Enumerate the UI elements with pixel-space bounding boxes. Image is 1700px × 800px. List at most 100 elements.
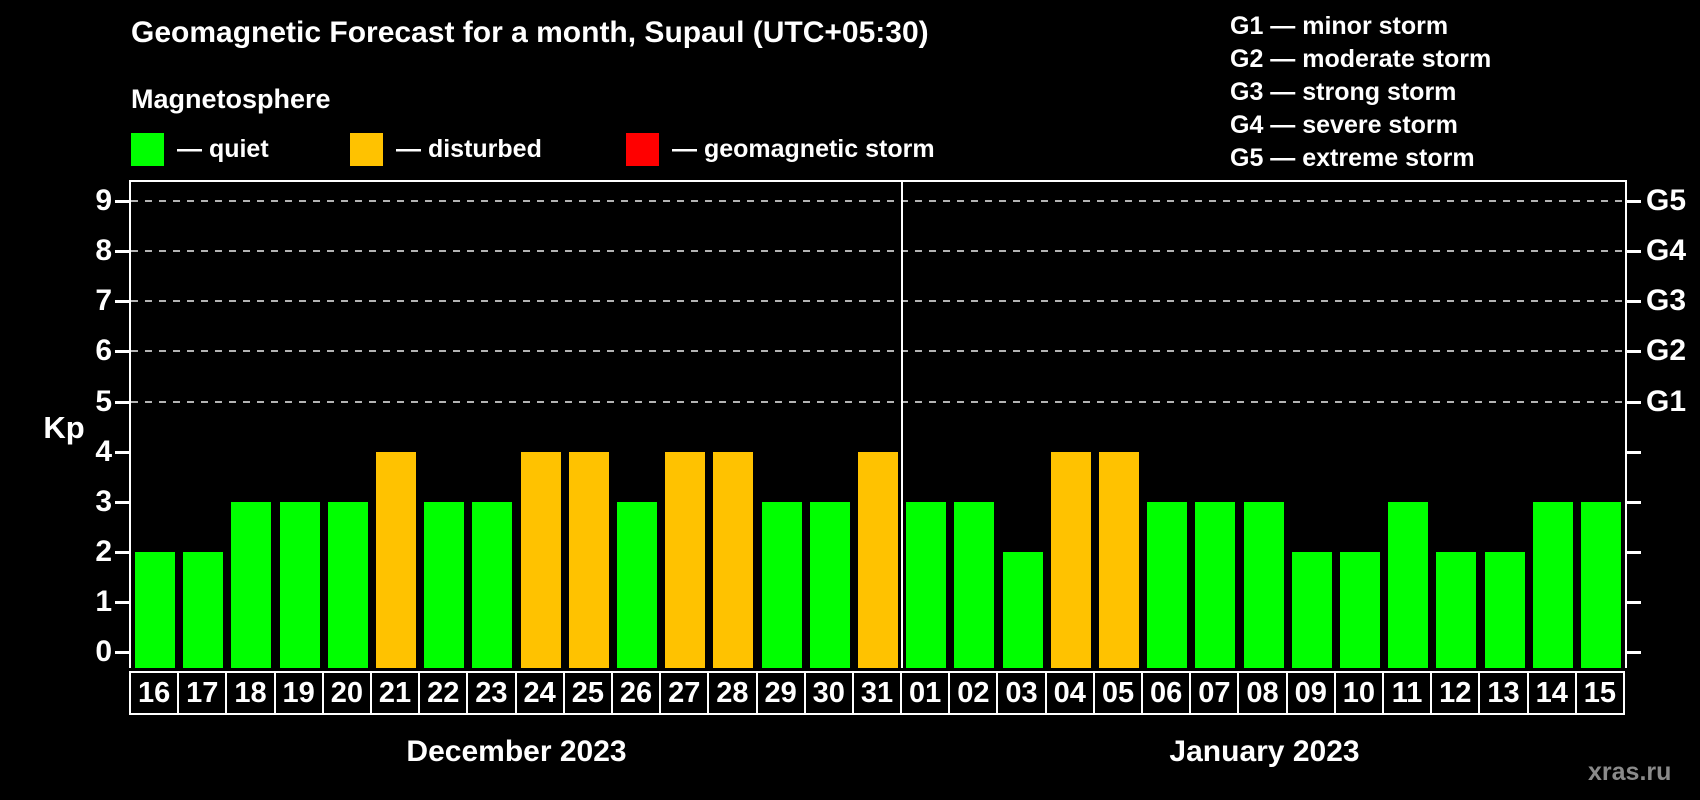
y-tick-label: 9 (95, 184, 112, 218)
left-axis-tick (115, 250, 129, 254)
left-axis-tick (115, 550, 129, 554)
g-level-label-G4: G4 (1646, 234, 1687, 268)
left-axis-tick (115, 400, 129, 404)
day-label-15: 15 (1574, 671, 1625, 715)
day-label-31: 31 (851, 671, 903, 715)
g-level-label-G5: G5 (1646, 184, 1687, 218)
bar-day-18 (231, 501, 272, 668)
g-scale-legend-line: G3 — strong storm (1230, 78, 1457, 106)
g-scale-legend-line: G5 — extreme storm (1230, 144, 1475, 172)
left-axis-tick (115, 300, 129, 304)
day-label-26: 26 (610, 671, 662, 715)
g-scale-legend-line: G4 — severe storm (1230, 111, 1458, 139)
watermark: xras.ru (1588, 758, 1672, 786)
bar-day-23 (472, 501, 513, 668)
day-label-22: 22 (418, 671, 469, 715)
y-tick-label: 0 (95, 635, 112, 668)
y-tick-label: 6 (95, 334, 112, 368)
bar-day-16 (135, 551, 176, 668)
y-tick-label: 8 (95, 234, 112, 268)
day-label-25: 25 (562, 671, 613, 715)
day-label-17: 17 (177, 671, 228, 715)
day-label-12: 12 (1430, 671, 1481, 715)
grid-line-kp8 (131, 250, 1625, 253)
day-label-09: 09 (1285, 671, 1336, 715)
right-axis-tick (1627, 200, 1641, 204)
day-label-02: 02 (948, 671, 999, 715)
right-axis-tick (1627, 600, 1641, 604)
bar-day-21 (376, 451, 417, 668)
day-label-06: 06 (1141, 671, 1192, 715)
g-level-label-G2: G2 (1646, 334, 1687, 368)
quiet-color-swatch (131, 132, 164, 166)
y-tick-label: 4 (95, 434, 112, 468)
day-label-10: 10 (1333, 671, 1385, 715)
bar-day-06 (1147, 501, 1188, 668)
g-level-label-G3: G3 (1646, 284, 1687, 318)
bar-day-08 (1243, 501, 1284, 668)
bar-day-07 (1195, 501, 1236, 668)
day-label-row: 16 17 18 19 20 21 22 23 24 25 26 27 28 29 30 31 01 02 03 04… (129, 671, 1629, 715)
right-axis-tick (1627, 500, 1641, 504)
bar-day-13 (1484, 551, 1525, 668)
bar-day-27 (665, 451, 706, 668)
left-axis-tick (115, 350, 129, 354)
day-label-08: 08 (1237, 671, 1288, 715)
y-tick-label: 5 (95, 384, 112, 418)
bar-day-31 (858, 451, 898, 668)
g-scale-legend-line: G2 — moderate storm (1230, 45, 1492, 73)
grid-line-kp9 (131, 200, 1625, 203)
day-label-05: 05 (1092, 671, 1144, 715)
bar-day-02 (954, 501, 995, 668)
day-label-24: 24 (514, 671, 565, 715)
bar-day-19 (279, 501, 320, 668)
legend-item-disturbed: — disturbed (350, 132, 542, 166)
disturbed-color-swatch (350, 132, 383, 166)
day-label-07: 07 (1189, 671, 1240, 715)
right-axis-tick (1627, 450, 1641, 454)
month-divider-line (901, 182, 904, 668)
day-label-01: 01 (900, 671, 951, 715)
bar-day-14 (1532, 501, 1573, 668)
right-axis-tick (1627, 651, 1641, 654)
bar-day-24 (520, 451, 561, 668)
month-label-january: January 2023 (1169, 735, 1360, 768)
y-axis-label: Kp (43, 410, 85, 445)
month-label-december: December 2023 (406, 735, 627, 768)
page-title: Geomagnetic Forecast for a month, Supaul… (131, 16, 929, 49)
g-scale-legend: G1 — minor storm G2 — moderate storm G3 … (1230, 10, 1491, 175)
bar-day-30 (809, 501, 850, 668)
right-axis-tick (1627, 400, 1641, 404)
y-tick-label: 1 (95, 584, 112, 618)
bar-day-29 (761, 501, 802, 668)
day-label-28: 28 (707, 671, 758, 715)
bar-day-26 (617, 501, 658, 668)
left-axis-tick (115, 600, 129, 604)
legend-label: — disturbed (396, 134, 542, 163)
day-label-21: 21 (369, 671, 421, 715)
bar-day-17 (183, 551, 224, 668)
bar-day-11 (1388, 501, 1429, 668)
bar-day-25 (568, 451, 609, 668)
day-label-04: 04 (1044, 671, 1095, 715)
grid-line-kp7 (131, 300, 1625, 303)
right-axis-tick (1627, 250, 1641, 254)
plot-border (129, 180, 1627, 668)
day-label-14: 14 (1526, 671, 1577, 715)
y-tick-label: 3 (95, 484, 112, 518)
grid-line-kp6 (131, 350, 1625, 353)
bar-day-03 (1002, 551, 1043, 668)
bar-day-09 (1291, 551, 1332, 668)
bar-day-04 (1050, 451, 1091, 668)
left-axis-tick (115, 200, 129, 204)
g-level-label-G1: G1 (1646, 384, 1687, 418)
day-label-30: 30 (803, 671, 854, 715)
bar-day-12 (1436, 551, 1477, 668)
day-label-03: 03 (996, 671, 1047, 715)
right-axis-tick (1627, 300, 1641, 304)
day-label-29: 29 (755, 671, 806, 715)
left-axis-tick (115, 651, 129, 654)
day-label-27: 27 (659, 671, 710, 715)
day-label-18: 18 (225, 671, 276, 715)
